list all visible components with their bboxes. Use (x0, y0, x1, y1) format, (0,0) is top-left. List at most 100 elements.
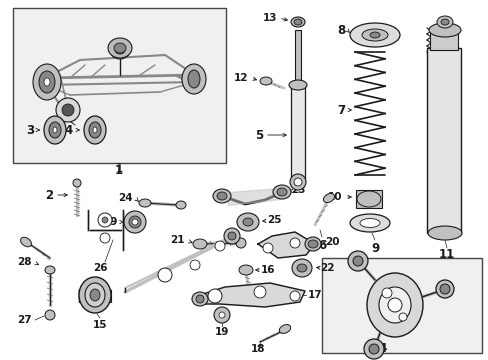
Ellipse shape (176, 201, 185, 209)
Ellipse shape (187, 70, 200, 88)
Bar (355, 190, 381, 208)
Polygon shape (195, 283, 305, 307)
Ellipse shape (272, 185, 290, 199)
Ellipse shape (378, 287, 410, 323)
Text: 7: 7 (336, 104, 345, 117)
Ellipse shape (243, 218, 252, 226)
Text: 16: 16 (261, 265, 275, 275)
Circle shape (219, 312, 224, 318)
Ellipse shape (85, 283, 105, 307)
Text: 14: 14 (371, 342, 387, 355)
Ellipse shape (276, 188, 286, 196)
Ellipse shape (239, 265, 252, 275)
Circle shape (293, 178, 302, 186)
Text: 17: 17 (307, 290, 322, 300)
Ellipse shape (115, 46, 125, 54)
Ellipse shape (114, 43, 126, 53)
Ellipse shape (84, 116, 106, 144)
Ellipse shape (93, 127, 97, 133)
Ellipse shape (39, 71, 55, 93)
Circle shape (158, 268, 172, 282)
Bar (79, 290, 111, 302)
Ellipse shape (182, 64, 205, 94)
Circle shape (289, 291, 299, 301)
Ellipse shape (347, 251, 367, 271)
Text: 5: 5 (254, 129, 263, 141)
Text: 29: 29 (102, 217, 117, 227)
Text: 23: 23 (290, 185, 305, 195)
Ellipse shape (79, 277, 111, 313)
Ellipse shape (44, 78, 50, 86)
Text: 28: 28 (18, 257, 32, 267)
Ellipse shape (196, 295, 203, 303)
Polygon shape (258, 232, 314, 258)
Ellipse shape (224, 228, 240, 244)
Text: 6: 6 (317, 239, 325, 252)
Ellipse shape (89, 122, 101, 138)
Ellipse shape (349, 214, 389, 232)
Circle shape (190, 260, 200, 270)
Ellipse shape (260, 77, 271, 85)
Ellipse shape (45, 266, 55, 274)
Ellipse shape (73, 179, 81, 187)
Ellipse shape (296, 264, 306, 272)
Bar (290, 85, 305, 180)
Text: 2: 2 (45, 189, 53, 202)
Circle shape (387, 298, 401, 312)
Ellipse shape (49, 122, 61, 138)
Ellipse shape (368, 344, 378, 354)
Text: 8: 8 (336, 23, 345, 36)
Bar (429, 30, 457, 50)
Ellipse shape (435, 280, 453, 298)
Ellipse shape (56, 98, 80, 122)
Bar (426, 48, 460, 233)
Circle shape (100, 233, 110, 243)
Ellipse shape (361, 29, 387, 41)
Ellipse shape (132, 219, 138, 225)
Ellipse shape (363, 339, 383, 359)
Circle shape (398, 313, 406, 321)
Text: 20: 20 (325, 237, 339, 247)
Circle shape (263, 243, 272, 253)
Text: 21: 21 (170, 235, 184, 245)
Ellipse shape (53, 127, 57, 133)
Text: 4: 4 (64, 123, 73, 136)
Ellipse shape (428, 23, 460, 37)
Text: 12: 12 (233, 73, 247, 83)
Ellipse shape (279, 325, 290, 333)
Ellipse shape (305, 237, 320, 251)
Ellipse shape (90, 289, 100, 301)
Ellipse shape (307, 240, 317, 248)
Text: 1: 1 (115, 162, 122, 175)
Ellipse shape (62, 104, 74, 116)
Text: 19: 19 (214, 327, 229, 337)
Circle shape (381, 288, 391, 298)
Ellipse shape (33, 64, 61, 100)
Ellipse shape (45, 310, 55, 320)
Ellipse shape (227, 232, 236, 240)
Ellipse shape (440, 19, 448, 25)
Ellipse shape (366, 273, 422, 337)
Ellipse shape (193, 239, 206, 249)
Text: 9: 9 (370, 242, 378, 255)
Ellipse shape (369, 32, 379, 38)
Ellipse shape (291, 259, 311, 277)
Bar (13, 8, 225, 163)
Text: 13: 13 (262, 13, 276, 23)
Text: 27: 27 (18, 315, 32, 325)
Ellipse shape (20, 237, 31, 247)
Text: 22: 22 (319, 263, 334, 273)
Ellipse shape (290, 17, 305, 27)
Text: 1: 1 (115, 163, 123, 176)
Text: 24: 24 (118, 193, 133, 203)
Ellipse shape (124, 211, 146, 233)
Ellipse shape (427, 226, 461, 240)
Text: 25: 25 (266, 215, 281, 225)
Text: 3: 3 (26, 123, 34, 136)
Ellipse shape (214, 307, 229, 323)
Ellipse shape (192, 292, 207, 306)
Circle shape (289, 174, 305, 190)
Text: 18: 18 (250, 344, 264, 354)
Ellipse shape (349, 23, 399, 47)
Circle shape (98, 213, 112, 227)
